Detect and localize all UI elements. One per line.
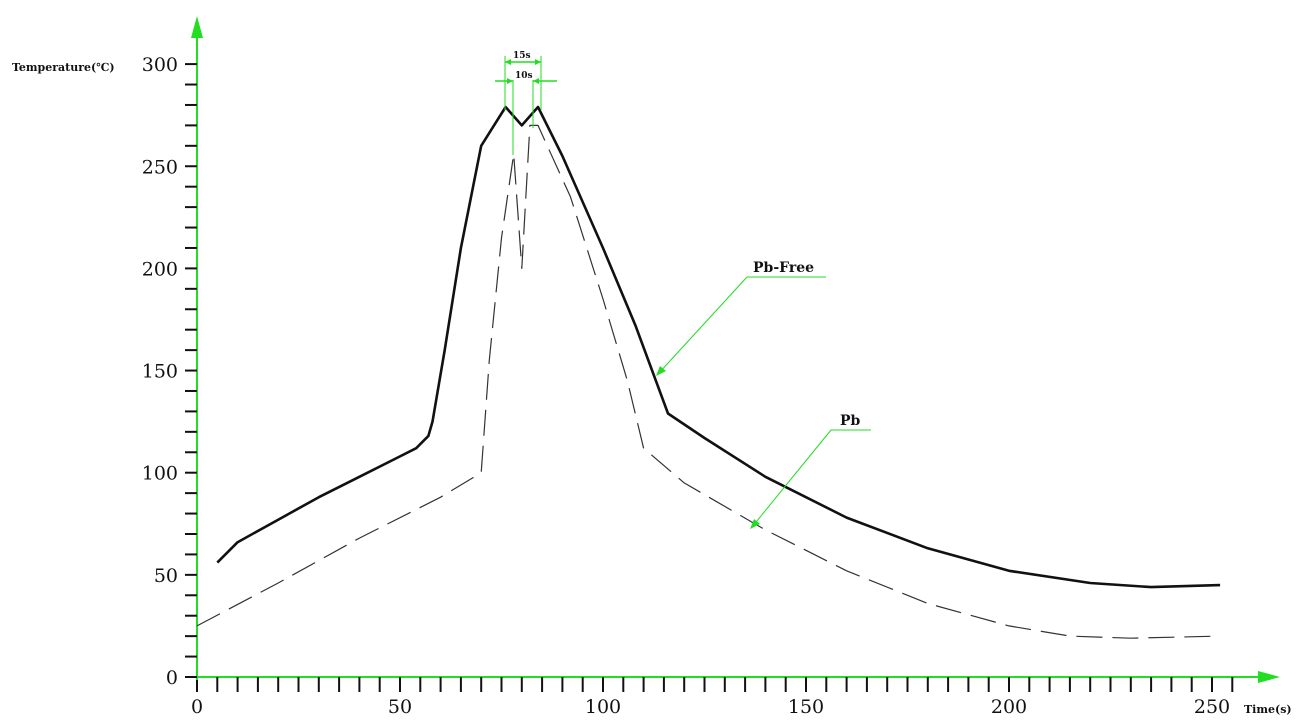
dim-label-10s: 10s (515, 71, 533, 81)
dim-15s-arrow-right (535, 59, 541, 65)
x-axis: 0 50 100 150 200 250 Time(s) (191, 671, 1292, 718)
y-tick-label: 150 (142, 361, 178, 383)
x-tick-label: 200 (991, 696, 1027, 718)
y-axis: 0 50 100 150 200 250 300 Temperature(℃) (12, 16, 203, 689)
series-layer (196, 105, 1221, 639)
y-tick-label: 0 (166, 667, 178, 689)
series-line-pb (196, 124, 1221, 639)
y-axis-label: Temperature(℃) (12, 61, 115, 74)
pbfree-leader-arrow (656, 366, 666, 376)
x-axis-arrow (1258, 671, 1280, 683)
callouts: Pb-Free Pb (656, 260, 871, 529)
dim-10s-arrow-right (533, 78, 539, 84)
pb-label: Pb (840, 413, 861, 429)
x-tick-label: 0 (191, 696, 203, 718)
pb-leader (751, 429, 832, 528)
dimension-markers: 15s 10s (495, 51, 557, 155)
x-tick-label: 50 (388, 696, 412, 718)
y-tick-label: 50 (154, 565, 178, 587)
series-line-pb-free (216, 105, 1221, 589)
y-ticks (185, 63, 197, 678)
x-axis-label: Time(s) (1244, 703, 1292, 716)
y-tick-label: 300 (142, 54, 178, 76)
x-tick-label: 150 (788, 696, 824, 718)
pbfree-leader (657, 276, 748, 375)
x-tick-label: 100 (585, 696, 621, 718)
x-tick-label: 250 (1194, 696, 1230, 718)
x-ticks (196, 677, 1234, 692)
y-axis-arrow (191, 16, 203, 38)
y-tick-label: 100 (142, 463, 178, 485)
pbfree-label: Pb-Free (753, 260, 814, 276)
y-tick-label: 250 (142, 156, 178, 178)
x-tick-labels: 0 50 100 150 200 250 (191, 696, 1230, 718)
pb-leader-arrow (750, 519, 760, 529)
dim-label-15s: 15s (513, 51, 531, 61)
y-tick-labels: 0 50 100 150 200 250 300 (142, 54, 178, 689)
dim-15s-arrow-left (505, 59, 511, 65)
y-tick-label: 200 (142, 258, 178, 280)
dim-10s-arrow-left (507, 78, 513, 84)
